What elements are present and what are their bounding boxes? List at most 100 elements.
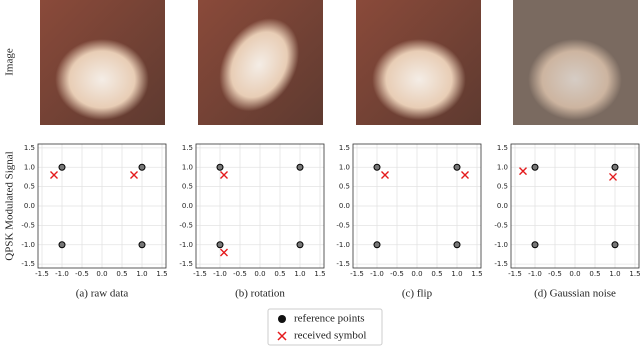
y-tick-label: 1.0 bbox=[24, 163, 35, 171]
received-symbol bbox=[50, 171, 58, 179]
reference-point bbox=[373, 163, 381, 171]
x-tick-label: 1.0 bbox=[451, 270, 462, 278]
y-tick-label: -1.5 bbox=[336, 260, 350, 268]
y-tick-label: 0.0 bbox=[497, 202, 508, 210]
y-tick-label: -0.5 bbox=[336, 221, 350, 229]
kitten bbox=[367, 30, 471, 120]
y-tick-label: 0.5 bbox=[339, 183, 350, 191]
received-symbol bbox=[519, 167, 527, 176]
x-tick-label: -1.0 bbox=[55, 270, 69, 278]
reference-point bbox=[453, 163, 461, 171]
legend-marker bbox=[277, 331, 287, 341]
y-tick-label: 1.5 bbox=[497, 144, 508, 152]
x-tick-label: 0.0 bbox=[411, 270, 422, 278]
x-tick-label: 0.5 bbox=[589, 270, 600, 278]
legend-marker bbox=[278, 315, 286, 323]
y-tick-label: -0.5 bbox=[21, 221, 35, 229]
reference-point bbox=[531, 163, 539, 171]
y-tick-label: 0.5 bbox=[24, 183, 35, 191]
received-symbol bbox=[609, 172, 617, 181]
x-tick-label: 1.0 bbox=[294, 270, 305, 278]
received-symbol bbox=[220, 248, 228, 257]
x-tick-label: 1.5 bbox=[314, 270, 325, 278]
x-tick-label: -0.5 bbox=[390, 270, 404, 278]
received-symbol bbox=[220, 171, 228, 179]
x-tick-label: 1.5 bbox=[156, 270, 167, 278]
plot-frame bbox=[352, 143, 482, 269]
y-tick-label: 1.5 bbox=[24, 144, 35, 152]
x-tick-label: -1.5 bbox=[350, 270, 364, 278]
reference-point bbox=[216, 163, 224, 171]
legend-box bbox=[267, 308, 383, 346]
x-tick-label: 1.0 bbox=[609, 270, 620, 278]
legend: reference points received symbol bbox=[267, 308, 383, 346]
y-tick-label: 1.5 bbox=[182, 144, 193, 152]
caption: (b) rotation bbox=[235, 288, 285, 300]
y-tick-label: 1.5 bbox=[339, 144, 350, 152]
reference-point bbox=[138, 163, 146, 171]
received-symbol bbox=[381, 171, 389, 179]
reference-point bbox=[373, 241, 381, 249]
reference-point bbox=[531, 241, 539, 249]
y-tick-label: 0.0 bbox=[182, 202, 193, 210]
y-tick-label: 1.0 bbox=[339, 163, 350, 171]
x-tick-label: -1.5 bbox=[193, 270, 207, 278]
reference-point bbox=[138, 241, 146, 249]
kitten bbox=[217, 8, 307, 112]
reference-point bbox=[296, 163, 304, 171]
plot-frame bbox=[37, 143, 167, 269]
y-tick-label: -1.5 bbox=[179, 260, 193, 268]
caption: (d) Gaussian noise bbox=[534, 288, 616, 300]
y-tick-label: -0.5 bbox=[179, 221, 193, 229]
reference-point bbox=[216, 241, 224, 249]
plot-frame bbox=[195, 143, 325, 269]
y-tick-label: -1.0 bbox=[179, 241, 193, 249]
row-label: Image bbox=[4, 48, 16, 76]
kitten bbox=[50, 30, 154, 120]
y-tick-label: -1.5 bbox=[21, 260, 35, 268]
x-tick-label: -1.0 bbox=[213, 270, 227, 278]
y-tick-label: -1.0 bbox=[336, 241, 350, 249]
caption: (a) raw data bbox=[76, 288, 129, 300]
y-tick-label: 0.0 bbox=[339, 202, 350, 210]
x-tick-label: -1.0 bbox=[370, 270, 384, 278]
kitten bbox=[523, 30, 627, 120]
x-tick-label: 0.5 bbox=[116, 270, 127, 278]
y-tick-label: -1.0 bbox=[21, 241, 35, 249]
y-tick-label: 0.0 bbox=[24, 202, 35, 210]
x-tick-label: -1.5 bbox=[35, 270, 49, 278]
reference-point bbox=[58, 163, 66, 171]
caption: (c) flip bbox=[402, 288, 433, 300]
row-label: QPSK Modulated Signal bbox=[4, 151, 16, 260]
reference-point bbox=[453, 241, 461, 249]
x-tick-label: 0.0 bbox=[254, 270, 265, 278]
legend-label: received symbol bbox=[294, 330, 366, 342]
reference-point bbox=[296, 241, 304, 249]
y-tick-label: 0.5 bbox=[182, 183, 193, 191]
reference-point bbox=[611, 163, 619, 171]
reference-point bbox=[58, 241, 66, 249]
x-tick-label: 0.0 bbox=[96, 270, 107, 278]
x-tick-label: 1.5 bbox=[471, 270, 482, 278]
y-tick-label: 1.0 bbox=[497, 163, 508, 171]
y-tick-label: -1.5 bbox=[494, 260, 508, 268]
plot-frame bbox=[510, 143, 640, 269]
y-tick-label: -0.5 bbox=[494, 221, 508, 229]
y-tick-label: 1.0 bbox=[182, 163, 193, 171]
x-tick-label: -0.5 bbox=[75, 270, 89, 278]
legend-label: reference points bbox=[294, 313, 365, 325]
images bbox=[40, 0, 638, 125]
y-tick-label: 0.5 bbox=[497, 183, 508, 191]
received-symbol bbox=[130, 171, 138, 179]
x-tick-label: -0.5 bbox=[548, 270, 562, 278]
x-tick-label: -1.5 bbox=[508, 270, 522, 278]
x-tick-label: -0.5 bbox=[233, 270, 247, 278]
x-tick-label: -1.0 bbox=[528, 270, 542, 278]
received-symbol bbox=[461, 171, 469, 179]
x-tick-label: 1.0 bbox=[136, 270, 147, 278]
x-tick-label: 0.5 bbox=[431, 270, 442, 278]
x-tick-label: 0.5 bbox=[274, 270, 285, 278]
y-tick-label: -1.0 bbox=[494, 241, 508, 249]
